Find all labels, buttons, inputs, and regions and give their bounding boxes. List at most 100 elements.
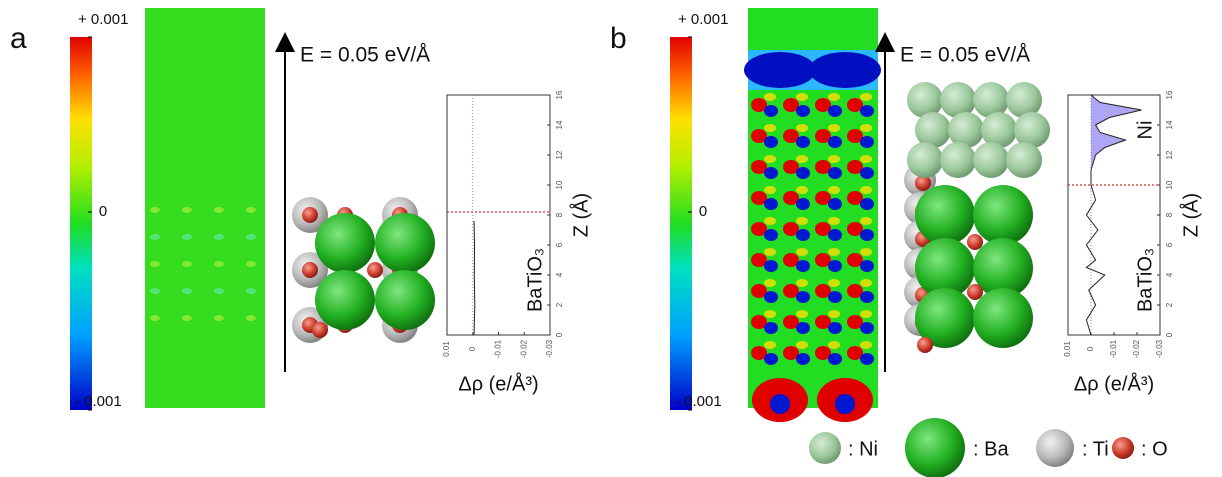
density-spot	[150, 261, 160, 267]
density-spot	[150, 288, 160, 294]
density-lobe	[783, 346, 799, 360]
density-lobe	[796, 198, 810, 210]
density-spot	[246, 288, 256, 294]
colorbar-min: - 0.001	[75, 393, 122, 410]
atom-Ni	[973, 82, 1009, 118]
atom-Ba	[973, 238, 1033, 298]
density-lobe	[770, 394, 790, 414]
density-lobe	[751, 346, 767, 360]
density-spot	[150, 234, 160, 240]
density-lobe	[815, 129, 831, 143]
density-lobe	[828, 124, 840, 132]
density-lobe	[860, 260, 874, 272]
y-tick-label: 10	[1165, 180, 1174, 189]
atom-Ni	[907, 82, 943, 118]
density-lobe	[828, 353, 842, 365]
density-lobe	[860, 155, 872, 163]
atom-Ni	[809, 432, 841, 464]
density-lobe	[764, 291, 778, 303]
density-lobe	[815, 253, 831, 267]
density-lobe	[751, 129, 767, 143]
density-lobe	[783, 160, 799, 174]
density-lobe	[744, 52, 816, 88]
y-tick-label: 14	[1165, 120, 1174, 129]
density-lobe	[764, 93, 776, 101]
colorbar	[670, 37, 692, 410]
density-lobe	[860, 341, 872, 349]
density-lobe	[764, 310, 776, 318]
density-lobe	[860, 198, 874, 210]
y-tick-label: 6	[555, 242, 564, 247]
density-lobe	[764, 136, 778, 148]
density-lobe	[796, 341, 808, 349]
atom-O	[1112, 437, 1134, 459]
atom-Ni	[940, 142, 976, 178]
density-lobe	[860, 186, 872, 194]
density-lobe	[828, 341, 840, 349]
density-lobe	[751, 284, 767, 298]
density-lobe	[764, 155, 776, 163]
density-lobe	[815, 191, 831, 205]
density-lobe	[847, 346, 863, 360]
density-lobe	[847, 160, 863, 174]
density-lobe	[764, 260, 778, 272]
density-lobe	[764, 124, 776, 132]
atom-Ba	[973, 185, 1033, 245]
atom-Ni	[1014, 112, 1050, 148]
atom-O	[915, 175, 931, 191]
density-lobe	[828, 291, 842, 303]
atom-Ba	[375, 213, 435, 273]
density-lobe	[783, 253, 799, 267]
density-lobe	[828, 217, 840, 225]
density-lobe	[828, 260, 842, 272]
density-lobe	[783, 129, 799, 143]
density-lobe	[860, 353, 874, 365]
atom-Ba	[315, 213, 375, 273]
density-lobe	[751, 253, 767, 267]
density-lobe	[828, 167, 842, 179]
density-lobe	[796, 353, 810, 365]
density-lobe	[815, 346, 831, 360]
density-lobe	[796, 167, 810, 179]
y-tick-label: 0	[555, 332, 564, 337]
y-tick-label: 10	[555, 180, 564, 189]
density-lobe	[815, 222, 831, 236]
atom-O	[302, 207, 318, 223]
profile-line	[1085, 94, 1142, 336]
density-lobe	[815, 315, 831, 329]
region-label: BaTiO₃	[524, 248, 546, 312]
x-tick-label: -0.03	[1155, 339, 1164, 358]
x-tick-label: 0.01	[1063, 341, 1072, 357]
density-lobe	[860, 229, 874, 241]
density-lobe	[783, 222, 799, 236]
density-lobe	[796, 155, 808, 163]
density-lobe	[828, 279, 840, 287]
density-lobe	[764, 248, 776, 256]
density-spot	[246, 261, 256, 267]
density-lobe	[783, 315, 799, 329]
y-tick-label: 2	[1165, 302, 1174, 307]
density-lobe	[860, 167, 874, 179]
atom-O	[367, 262, 383, 278]
panel-label: b	[610, 22, 627, 55]
density-lobe	[764, 105, 778, 117]
y-tick-label: 16	[555, 90, 564, 99]
density-lobe	[764, 353, 778, 365]
density-lobe	[764, 167, 778, 179]
density-lobe	[751, 222, 767, 236]
density-lobe	[828, 310, 840, 318]
x-tick-label: -0.01	[1109, 339, 1118, 358]
density-lobe	[796, 260, 810, 272]
density-lobe	[828, 105, 842, 117]
density-lobe	[847, 98, 863, 112]
density-lobe	[796, 248, 808, 256]
density-lobe	[860, 322, 874, 334]
density-lobe	[796, 105, 810, 117]
density-lobe	[751, 98, 767, 112]
y-tick-label: 6	[1165, 242, 1174, 247]
legend-label: : Ba	[973, 438, 1009, 460]
density-spot	[214, 207, 224, 213]
atom-O	[967, 284, 983, 300]
region-label: BaTiO₃	[1134, 248, 1156, 312]
